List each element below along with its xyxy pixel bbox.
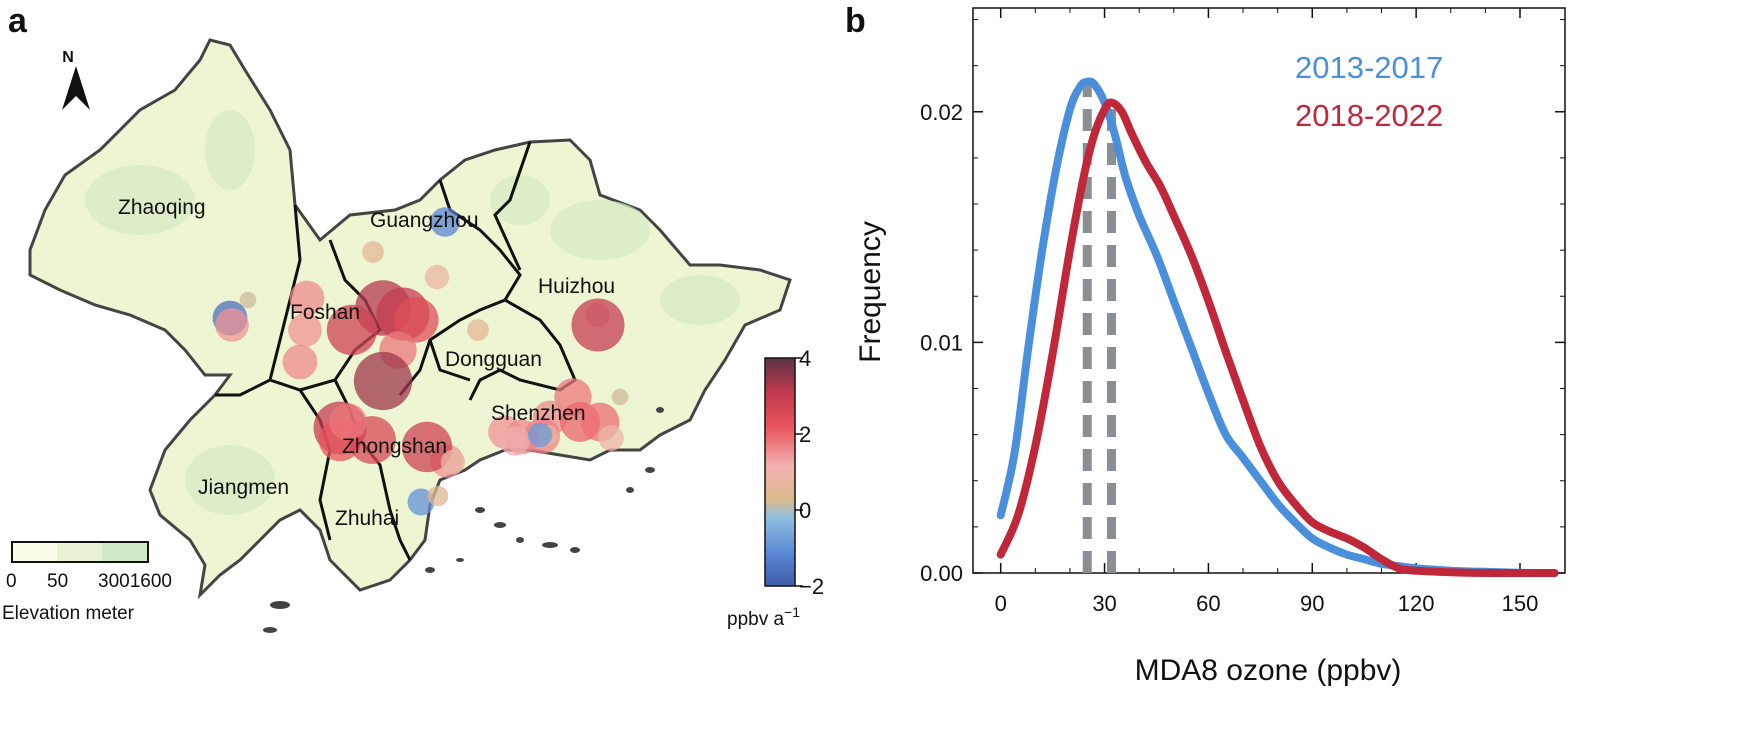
city-label-zhongshan: Zhongshan (342, 435, 447, 458)
elevation-tick-50: 50 (47, 571, 68, 592)
elevation-patches (85, 110, 740, 515)
elevation-legend: 0 50 3001600 Elevation meter (2, 541, 172, 624)
trend-bubble (430, 207, 460, 237)
panel-a: a N (2, 2, 824, 633)
trend-bubble (527, 422, 553, 448)
x-tick-label: 120 (1398, 591, 1435, 616)
trend-bubble (427, 485, 449, 507)
panel-a-label: a (8, 2, 28, 40)
trend-bubble (329, 403, 367, 441)
x-tick-label: 60 (1196, 591, 1220, 616)
elevation-legend-title: Elevation meter (2, 603, 135, 624)
colorbar-tick-label: 4 (799, 346, 811, 371)
legend-entry-2018-2022: 2018-2022 (1295, 98, 1443, 133)
north-arrow-icon: N (62, 49, 90, 110)
y-axis-title: Frequency (854, 221, 887, 363)
y-tick-label: 0.02 (920, 100, 963, 125)
x-axis-title: MDA8 ozone (ppbv) (1135, 654, 1402, 687)
city-label-shenzhen: Shenzhen (491, 402, 586, 425)
trend-bubble (362, 241, 384, 263)
elevation-tick-0: 0 (6, 571, 17, 592)
legend-entry-2013-2017: 2013-2017 (1295, 50, 1443, 85)
trend-bubble (289, 280, 325, 316)
colorbar: 4 2 0 −2 ppbv a−1 (727, 346, 824, 630)
elevation-swatch-high (102, 542, 148, 562)
trend-bubble (239, 291, 257, 309)
city-label-zhaoqing: Zhaoqing (118, 196, 206, 219)
trend-bubbles (212, 207, 629, 516)
trend-bubble (440, 449, 466, 475)
trend-bubble (393, 297, 439, 343)
series (996, 77, 1559, 578)
y-tick-label: 0.01 (920, 330, 963, 355)
elevation-swatch-mid (57, 542, 102, 562)
trend-bubble (401, 421, 453, 473)
elevation-tick-high: 3001600 (98, 571, 172, 592)
trend-bubble (288, 313, 322, 347)
panel-b: b 0 30 60 90 120 150 0.00 0.01 0.02 MDA8 ozone (… (845, 2, 1566, 687)
colorbar-tick-label: 0 (799, 498, 811, 523)
plot-frame (972, 7, 1566, 574)
city-label-guangzhou: Guangzhou (370, 209, 479, 232)
trend-bubble (326, 304, 378, 356)
city-label-dongguan: Dongguan (445, 348, 542, 371)
islands (263, 407, 664, 633)
series-line-2018-2022 (996, 98, 1559, 578)
x-tick-label: 150 (1502, 591, 1539, 616)
city-label-zhuhai: Zhuhai (335, 507, 399, 530)
panel-b-label: b (845, 2, 866, 40)
colorbar-ticks: 4 2 0 −2 (795, 346, 824, 599)
x-tick-label: 0 (995, 591, 1007, 616)
x-tick-label: 90 (1300, 591, 1324, 616)
x-tick-label: 30 (1092, 591, 1116, 616)
y-tick-label: 0.00 (920, 561, 963, 586)
city-label-foshan: Foshan (290, 301, 360, 324)
trend-bubble (467, 319, 489, 341)
elevation-swatch-low (12, 542, 57, 562)
trend-bubble (282, 344, 318, 380)
trend-bubble (215, 308, 249, 342)
colorbar-tick-label: 2 (799, 422, 811, 447)
axes: 0 30 60 90 120 150 0.00 0.01 0.02 (920, 8, 1565, 616)
city-label-jiangmen: Jiangmen (198, 476, 289, 499)
trend-bubble (424, 264, 450, 290)
trend-bubble (611, 388, 629, 406)
colorbar-unit-label: ppbv a−1 (727, 604, 800, 630)
trend-bubble (353, 351, 413, 411)
svg-text:N: N (62, 49, 74, 66)
trend-bubble (598, 425, 624, 451)
colorbar-tick-label: −2 (799, 574, 824, 599)
city-labels: Zhaoqing Guangzhou Huizhou Foshan Donggu… (118, 196, 615, 530)
city-label-huizhou: Huizhou (538, 275, 615, 298)
trend-bubble (500, 426, 530, 456)
trend-bubble (571, 298, 625, 352)
